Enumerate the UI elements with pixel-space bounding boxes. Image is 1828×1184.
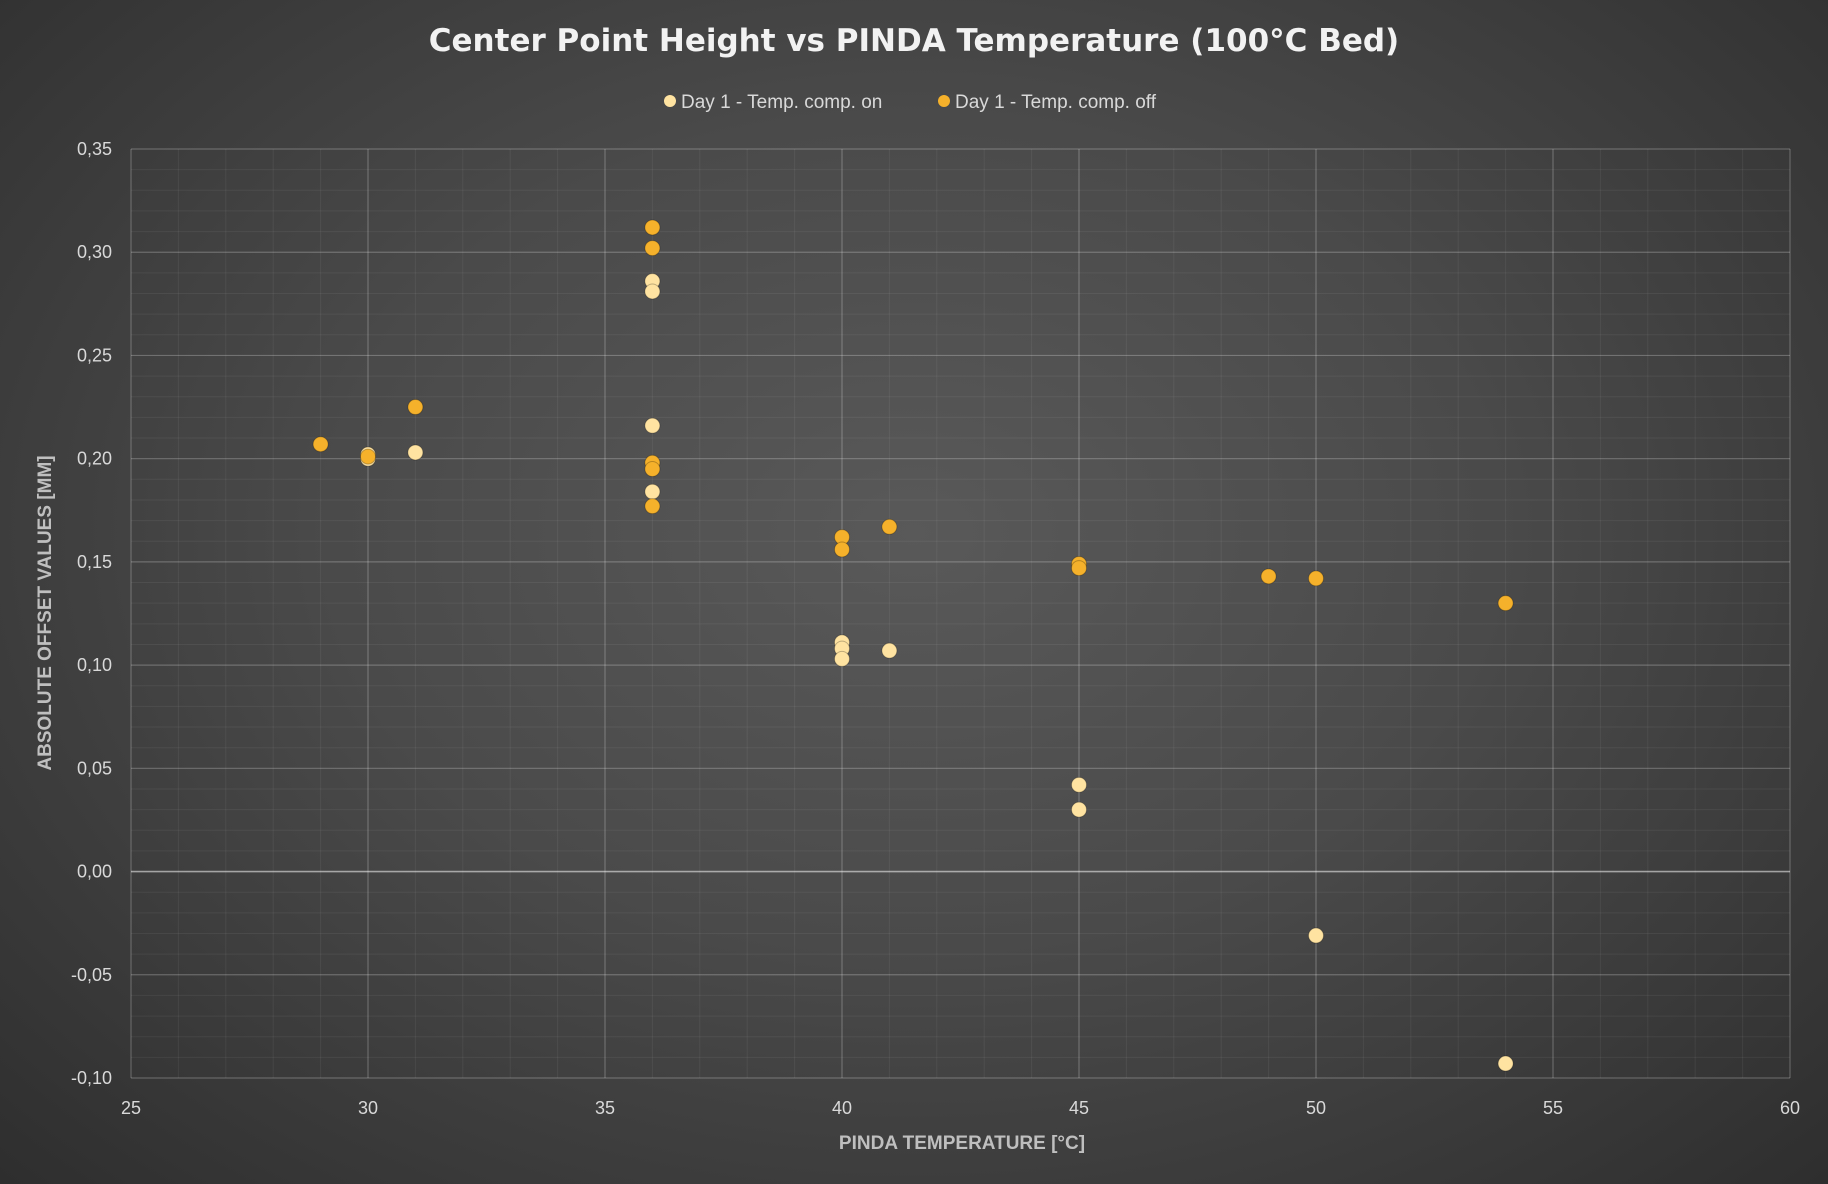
y-tick-label: 0,25 xyxy=(77,345,112,365)
data-point-series-2 xyxy=(881,518,898,535)
data-point-series-1 xyxy=(644,483,661,500)
data-point-series-2 xyxy=(1308,570,1324,587)
data-point-series-2 xyxy=(360,448,376,465)
data-point-series-2 xyxy=(1071,560,1087,577)
x-tick-label: 35 xyxy=(595,1098,615,1118)
legend-marker-series-2 xyxy=(938,95,950,107)
y-tick-label: 0,15 xyxy=(77,552,112,572)
data-point-series-2 xyxy=(407,399,424,416)
y-axis-label: ABSOLUTE OFFSET VALUES [MM] xyxy=(35,455,56,770)
data-point-series-2 xyxy=(834,541,850,558)
data-point-series-2 xyxy=(644,460,661,477)
data-point-series-1 xyxy=(1071,801,1087,818)
y-tick-label: 0,10 xyxy=(77,655,112,675)
y-tick-label: -0,10 xyxy=(71,1068,112,1088)
data-points xyxy=(312,219,1514,1072)
legend: Day 1 - Temp. comp. on Day 1 - Temp. com… xyxy=(664,92,1157,113)
y-axis-ticks: 0,35 0,30 0,25 0,20 0,15 0,10 0,05 0,00 -0,05 -0,… xyxy=(71,139,112,1088)
data-point-series-2 xyxy=(312,436,329,453)
y-tick-label: 0,00 xyxy=(77,862,112,882)
data-point-series-2 xyxy=(644,240,661,257)
x-tick-label: 50 xyxy=(1306,1098,1326,1118)
y-tick-label: 0,05 xyxy=(77,758,112,778)
data-point-series-2 xyxy=(644,498,661,515)
chart-title: Center Point Height vs PINDA Temperature… xyxy=(429,23,1399,59)
data-point-series-2 xyxy=(1260,568,1277,585)
grid xyxy=(130,148,1791,1079)
legend-label-series-2: Day 1 - Temp. comp. off xyxy=(955,92,1157,113)
x-axis-ticks: 25 30 35 40 45 50 55 60 xyxy=(121,1098,1800,1118)
data-point-series-1 xyxy=(881,642,898,659)
legend-marker-series-1 xyxy=(664,95,676,107)
y-tick-label: 0,30 xyxy=(77,242,112,262)
x-tick-label: 45 xyxy=(1069,1098,1089,1118)
y-tick-label: -0,05 xyxy=(71,965,112,985)
x-tick-label: 55 xyxy=(1543,1098,1563,1118)
data-point-series-1 xyxy=(407,444,424,461)
data-point-series-1 xyxy=(1071,776,1087,793)
data-point-series-1 xyxy=(644,283,661,300)
x-axis-label: PINDA TEMPERATURE [°C] xyxy=(839,1133,1085,1154)
data-point-series-2 xyxy=(1497,595,1514,612)
legend-label-series-1: Day 1 - Temp. comp. on xyxy=(681,92,882,113)
data-point-series-1 xyxy=(1497,1055,1514,1072)
x-tick-label: 40 xyxy=(832,1098,852,1118)
data-point-series-2 xyxy=(644,219,661,236)
y-tick-label: 0,20 xyxy=(77,449,112,469)
data-point-series-1 xyxy=(644,417,661,434)
x-tick-label: 60 xyxy=(1780,1098,1800,1118)
x-tick-label: 25 xyxy=(121,1098,141,1118)
data-point-series-1 xyxy=(834,650,850,667)
x-tick-label: 30 xyxy=(358,1098,378,1118)
data-point-series-1 xyxy=(1308,927,1324,944)
y-tick-label: 0,35 xyxy=(77,139,112,159)
